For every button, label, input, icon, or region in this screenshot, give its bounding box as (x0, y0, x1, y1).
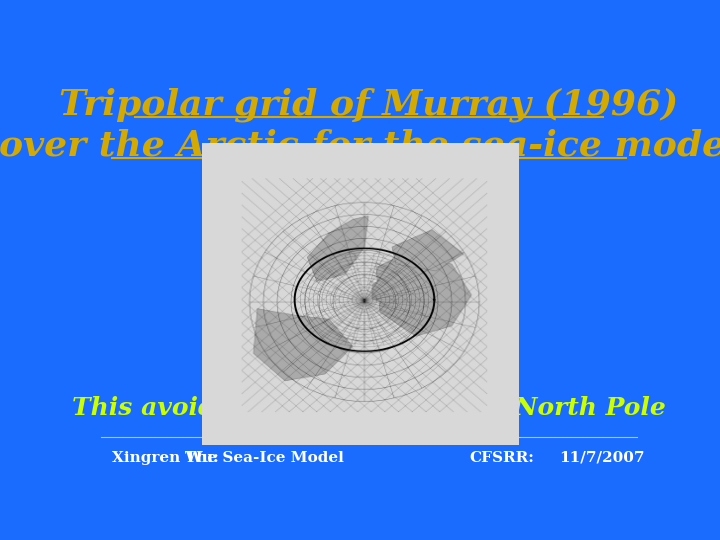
Text: 11/7/2007: 11/7/2007 (559, 451, 644, 465)
Text: This avoids a singularity at the North Pole: This avoids a singularity at the North P… (72, 396, 666, 420)
Text: Xingren Wu:: Xingren Wu: (112, 451, 219, 465)
Text: over the Arctic for the sea-ice model: over the Arctic for the sea-ice model (0, 129, 720, 163)
Text: Tripolar grid of Murray (1996): Tripolar grid of Murray (1996) (59, 87, 679, 122)
Text: The Sea-Ice Model: The Sea-Ice Model (185, 451, 343, 465)
Text: CFSRR:: CFSRR: (469, 451, 534, 465)
